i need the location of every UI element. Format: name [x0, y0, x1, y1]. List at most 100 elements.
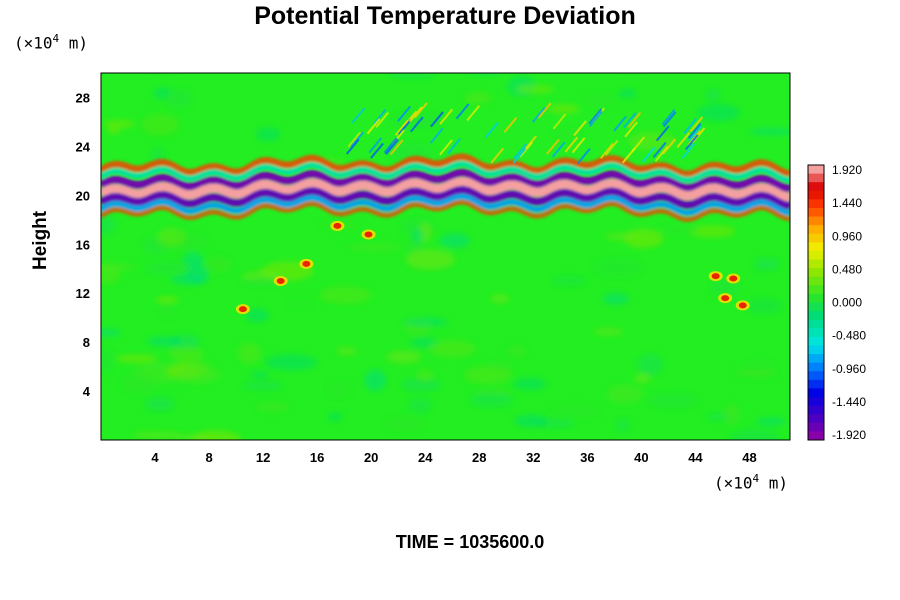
field-patch [753, 258, 780, 271]
wave-streak [676, 132, 691, 149]
x-tick-label: 48 [742, 450, 756, 465]
wave-streak [447, 138, 461, 155]
colorbar-segment [808, 268, 824, 278]
field-patch [405, 249, 455, 270]
wave-streak [409, 116, 424, 133]
wave-streak [688, 125, 702, 142]
colorbar-segment [808, 173, 824, 183]
field-patch [629, 0, 684, 5]
x-tick-label: 24 [418, 450, 433, 465]
field-patch [158, 302, 175, 319]
colorbar-segment [808, 336, 824, 346]
field-patch [618, 89, 636, 99]
wave-streak [627, 112, 642, 128]
field-patch [546, 36, 602, 44]
colorbar-segment [808, 388, 824, 398]
field-patch [157, 227, 186, 247]
field-patch [623, 228, 664, 249]
heatmap-field [101, 0, 790, 440]
colorbar-tick-label: -0.480 [832, 329, 866, 343]
field-patch [264, 354, 318, 371]
field-patch [256, 127, 281, 142]
field-patch [733, 370, 777, 377]
y-tick-label: 4 [83, 384, 91, 399]
field-patch [705, 89, 721, 101]
field-patch [688, 224, 736, 238]
field-patch [488, 360, 513, 370]
field-patch [145, 262, 194, 275]
wave-streak [655, 125, 670, 142]
wave-streak [652, 141, 667, 158]
field-patch [731, 428, 780, 440]
colorbar-segment [808, 199, 824, 209]
colorbar-segment [808, 422, 824, 432]
field-patch [423, 40, 455, 54]
field-patch [720, 50, 735, 58]
wave-streak [397, 118, 412, 135]
field-patch [439, 233, 470, 249]
field-patch [168, 346, 204, 362]
colorbar-segment [808, 207, 824, 218]
field-patch [132, 431, 182, 440]
wave-streak [351, 107, 366, 124]
wave-streak [439, 108, 454, 125]
x-tick-label: 20 [364, 450, 378, 465]
wave-streak [455, 103, 470, 120]
colorbar-tick-label: 0.000 [832, 296, 862, 310]
x-tick-label: 16 [310, 450, 324, 465]
wave-streak [370, 142, 384, 159]
colorbar-segment [808, 182, 824, 192]
colorbar-segment [808, 216, 824, 226]
field-patch [101, 213, 115, 236]
wave-streak [546, 138, 560, 155]
colorbar-segment [808, 250, 824, 261]
colorbar-segment [808, 371, 824, 381]
wave-streak [408, 106, 423, 123]
field-patch [172, 434, 214, 440]
wave-streak [350, 131, 364, 148]
field-patch [165, 89, 192, 109]
x-tick-label: 12 [256, 450, 270, 465]
colorbar-segment [808, 225, 824, 235]
field-patch [141, 113, 180, 136]
wave-streak [600, 142, 614, 159]
plot-frame [100, 72, 791, 441]
wave-streak [375, 111, 390, 128]
colorbar-segment [808, 319, 824, 329]
thermal-core [711, 273, 720, 280]
field-patch [749, 128, 790, 135]
field-patch [634, 373, 651, 384]
colorbar-segment [808, 345, 824, 355]
field-patch [327, 412, 343, 422]
field-patch [250, 371, 270, 378]
field-patch [335, 346, 358, 356]
wave-streak [552, 113, 567, 130]
jet-band-stroke [101, 199, 790, 223]
wave-streak [571, 137, 586, 154]
jet-band-stroke [101, 185, 790, 210]
jet-band [101, 153, 790, 223]
colorbar-segment [808, 233, 824, 243]
field-patch [630, 12, 647, 25]
wave-streak [662, 111, 677, 128]
field-patch [490, 294, 510, 304]
wave-streak [531, 106, 546, 123]
colorbar-segment [808, 190, 824, 200]
colorbar-segment [808, 328, 824, 338]
colorbar-tick-label: 1.440 [832, 196, 862, 210]
wave-streak [654, 145, 669, 162]
y-tick-label: 28 [76, 90, 90, 105]
wave-streak [430, 111, 444, 128]
colorbar-segment [808, 311, 824, 321]
thermal-core [364, 231, 373, 238]
x-tick-label: 40 [634, 450, 648, 465]
chart-title: Potential Temperature Deviation [254, 2, 636, 30]
field-patch [620, 21, 642, 42]
x-tick-label: 28 [472, 450, 486, 465]
field-patch [364, 369, 387, 391]
colorbar-segment [808, 405, 824, 415]
wave-streak [577, 148, 591, 165]
wave-streak [439, 139, 453, 156]
wave-streak [490, 147, 505, 164]
